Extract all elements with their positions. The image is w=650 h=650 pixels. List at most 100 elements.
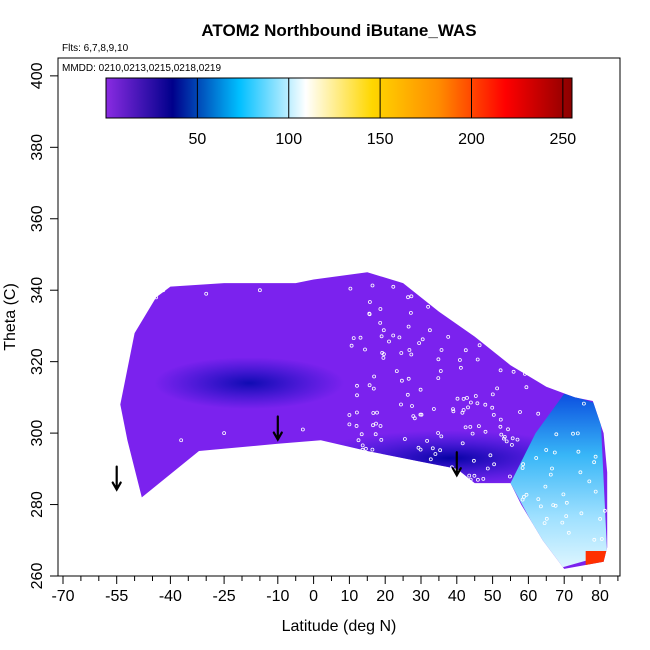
sample-point <box>204 291 209 296</box>
sample-point <box>420 337 425 342</box>
sample-point <box>475 401 480 406</box>
sample-point <box>579 511 584 516</box>
sample-point <box>539 504 543 509</box>
sample-point <box>475 477 480 482</box>
x-tick-label: -40 <box>159 588 182 605</box>
sample-point <box>431 407 436 411</box>
sample-point <box>598 517 602 521</box>
sample-point <box>387 339 391 344</box>
sample-point <box>355 393 359 398</box>
colorbar-tick-label: 200 <box>458 131 485 148</box>
sample-point <box>498 424 503 429</box>
x-tick-label: 80 <box>591 588 609 605</box>
sample-point <box>371 411 376 415</box>
flights-note: Flts: 6,7,8,9,10 <box>62 43 129 54</box>
sample-point <box>391 284 396 289</box>
sample-point <box>578 470 583 475</box>
sample-point <box>465 395 469 400</box>
sample-point <box>510 436 515 441</box>
sample-point <box>571 431 575 436</box>
down-arrow-icon <box>272 415 283 442</box>
sample-point <box>354 424 359 428</box>
sample-point <box>446 334 451 339</box>
sample-point <box>468 477 473 482</box>
sample-point <box>399 402 403 407</box>
sample-point <box>521 462 525 467</box>
sample-point <box>426 304 431 309</box>
sample-point <box>466 405 470 410</box>
sample-point <box>347 413 352 417</box>
sample-point <box>438 369 443 373</box>
sample-point <box>354 410 359 415</box>
sample-point <box>381 355 386 360</box>
sample-point <box>451 409 456 414</box>
sample-point <box>458 365 463 370</box>
sample-point <box>347 422 352 427</box>
sample-point <box>564 500 569 505</box>
sample-point <box>349 343 354 348</box>
sample-point <box>455 396 460 401</box>
x-tick-label: 40 <box>448 588 466 605</box>
sample-point <box>399 351 404 355</box>
y-tick-label: 340 <box>29 277 46 304</box>
sample-point <box>506 427 510 432</box>
colorbar-tick-label: 150 <box>367 131 394 148</box>
sample-point <box>257 288 262 293</box>
sample-point <box>543 484 548 489</box>
sample-point <box>472 473 477 478</box>
x-tick-label: 20 <box>376 588 394 605</box>
sample-point <box>468 400 473 405</box>
sample-point <box>461 396 466 401</box>
x-tick-label: 70 <box>555 588 573 605</box>
sample-point <box>363 446 368 451</box>
sample-point <box>483 402 488 407</box>
arctic-surface-maximum <box>585 550 608 569</box>
sample-point <box>367 383 372 388</box>
sample-point <box>436 357 441 362</box>
sample-point <box>451 407 455 412</box>
sample-point <box>471 458 476 463</box>
sample-point <box>425 438 430 443</box>
sample-point <box>439 434 444 439</box>
y-tick-label: 380 <box>29 134 46 161</box>
sample-point <box>358 335 363 340</box>
sample-point <box>504 439 509 444</box>
sample-point <box>490 405 495 410</box>
sample-point <box>524 492 529 497</box>
sample-point <box>394 369 399 374</box>
sample-point <box>418 447 423 452</box>
sample-point <box>561 492 566 497</box>
sample-point <box>406 376 411 381</box>
sample-point <box>360 443 365 448</box>
sample-point <box>463 425 468 430</box>
sample-point <box>371 423 375 428</box>
sample-point <box>463 348 468 353</box>
x-tick-label: 10 <box>341 588 359 605</box>
sample-point <box>179 438 184 443</box>
sample-point <box>436 376 441 381</box>
sample-point <box>409 352 414 357</box>
down-arrow-icon <box>111 465 122 492</box>
sample-point <box>373 432 378 437</box>
sample-point <box>542 521 547 525</box>
y-tick-label: 260 <box>29 563 46 590</box>
sample-point <box>560 520 565 525</box>
sample-point <box>222 431 227 436</box>
sample-point <box>587 479 592 484</box>
sample-point <box>363 347 367 352</box>
sample-point <box>523 371 527 376</box>
x-axis-label: Latitude (deg N) <box>282 618 397 635</box>
sample-point <box>495 386 500 391</box>
sample-point <box>522 494 526 499</box>
sample-point <box>548 472 553 477</box>
sample-point <box>498 417 503 422</box>
sample-point <box>476 424 481 429</box>
colorbar-tick-label: 250 <box>550 131 577 148</box>
sample-point <box>375 410 379 415</box>
sample-point <box>406 324 411 329</box>
y-tick-label: 320 <box>29 348 46 375</box>
sample-point <box>439 348 444 352</box>
sample-point <box>592 537 597 542</box>
sample-point <box>593 454 598 459</box>
